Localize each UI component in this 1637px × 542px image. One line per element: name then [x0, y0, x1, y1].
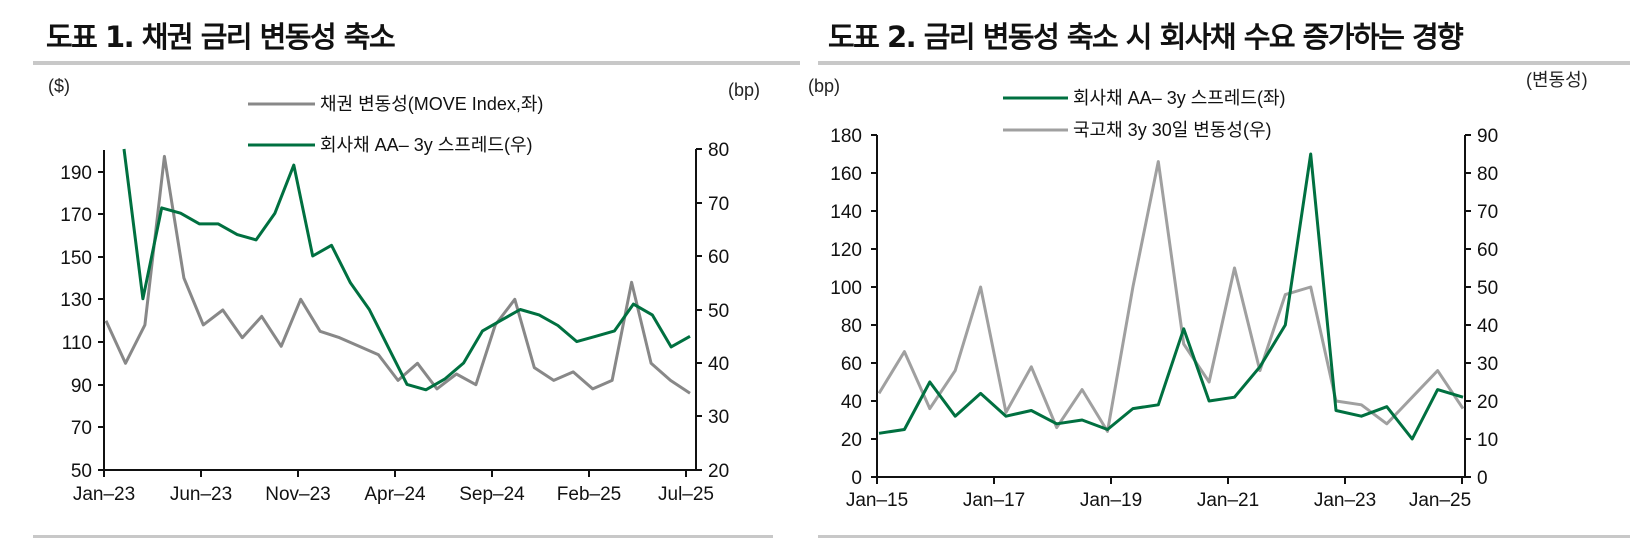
svg-text:120: 120: [830, 240, 862, 261]
svg-text:20: 20: [1477, 392, 1498, 413]
svg-text:0: 0: [851, 468, 862, 489]
svg-text:50: 50: [71, 461, 92, 482]
figure-1-legend: 채권 변동성(MOVE Index,좌) 회사채 AA– 3y 스프레드(우): [248, 94, 543, 155]
svg-text:Apr–24: Apr–24: [364, 484, 426, 505]
legend-label-ktb-volatility: 국고채 3y 30일 변동성(우): [1073, 120, 1272, 140]
svg-text:70: 70: [708, 194, 729, 215]
svg-text:150: 150: [60, 248, 92, 269]
figure-1-panel: 도표 1. 채권 금리 변동성 축소 ($) (bp) 채권 변동성(MOVE …: [0, 0, 800, 542]
svg-text:90: 90: [71, 376, 92, 397]
figure-1-right-axis: 80 70 60 50 40 30 20: [695, 140, 729, 482]
svg-text:30: 30: [708, 407, 729, 428]
svg-text:80: 80: [1477, 164, 1498, 185]
svg-text:Jun–23: Jun–23: [170, 484, 232, 505]
figure-1-title: 도표 1. 채권 금리 변동성 축소: [46, 20, 396, 54]
figure-1-corp-spread-line: [122, 148, 691, 392]
figure-2-corp-spread-line: [878, 152, 1464, 441]
figure-1-x-axis: Jan–23 Jun–23 Nov–23 Apr–24 Sep–24 Feb–2…: [73, 469, 714, 505]
svg-text:130: 130: [60, 290, 92, 311]
legend-label-move-index: 채권 변동성(MOVE Index,좌): [320, 94, 543, 114]
svg-text:Jan–23: Jan–23: [73, 484, 135, 505]
figure-2-legend: 회사채 AA– 3y 스프레드(좌) 국고채 3y 30일 변동성(우): [1003, 88, 1286, 140]
figure-1-title-divider: [33, 61, 800, 65]
svg-text:50: 50: [708, 301, 729, 322]
svg-text:100: 100: [830, 278, 862, 299]
svg-text:10: 10: [1477, 430, 1498, 451]
svg-text:Sep–24: Sep–24: [459, 484, 525, 505]
svg-text:Jan–19: Jan–19: [1080, 490, 1142, 511]
figure-2-title-divider: [818, 61, 1630, 65]
figure-2-right-axis: 90 80 70 60 50 40 30 20 10 0: [1464, 126, 1498, 489]
figure-1-left-unit: ($): [48, 76, 70, 96]
svg-text:Feb–25: Feb–25: [557, 484, 621, 505]
figure-2-left-unit: (bp): [808, 76, 840, 96]
svg-text:20: 20: [841, 430, 862, 451]
svg-text:60: 60: [1477, 240, 1498, 261]
figure-2-title: 도표 2. 금리 변동성 축소 시 회사채 수요 증가하는 경향: [828, 20, 1464, 54]
svg-text:160: 160: [830, 164, 862, 185]
svg-text:50: 50: [1477, 278, 1498, 299]
figure-1-move-index-line: [104, 154, 691, 395]
svg-text:190: 190: [60, 163, 92, 184]
figure-2-x-axis: Jan–15 Jan–17 Jan–19 Jan–21 Jan–23 Jan–2…: [846, 476, 1471, 511]
svg-text:Jan–25: Jan–25: [1409, 490, 1471, 511]
legend-label-corp-spread: 회사채 AA– 3y 스프레드(좌): [1073, 88, 1286, 108]
svg-text:Jan–21: Jan–21: [1197, 490, 1259, 511]
svg-text:40: 40: [1477, 316, 1498, 337]
svg-text:80: 80: [708, 140, 729, 161]
svg-text:170: 170: [60, 205, 92, 226]
svg-text:Jan–17: Jan–17: [963, 490, 1025, 511]
figure-2-right-unit: (변동성): [1526, 70, 1588, 90]
figure-1-bottom-divider: [33, 535, 773, 538]
svg-text:Jan–23: Jan–23: [1314, 490, 1376, 511]
svg-text:0: 0: [1477, 468, 1488, 489]
figure-2-left-axis: 180 160 140 120 100 80 60 40 20 0: [830, 126, 878, 489]
svg-text:Nov–23: Nov–23: [265, 484, 331, 505]
svg-text:20: 20: [708, 461, 729, 482]
svg-text:60: 60: [708, 247, 729, 268]
svg-text:Jul–25: Jul–25: [658, 484, 714, 505]
figure-2-ktb-volatility-line: [877, 160, 1465, 433]
svg-text:70: 70: [1477, 202, 1498, 223]
svg-text:40: 40: [708, 354, 729, 375]
svg-text:30: 30: [1477, 354, 1498, 375]
svg-text:180: 180: [830, 126, 862, 147]
figure-1-right-unit: (bp): [728, 80, 760, 100]
figure-1-left-axis: 190 170 150 130 110 90 70 50: [60, 150, 105, 482]
svg-text:80: 80: [841, 316, 862, 337]
svg-text:110: 110: [62, 333, 92, 354]
legend-label-corp-spread: 회사채 AA– 3y 스프레드(우): [320, 135, 533, 155]
svg-text:90: 90: [1477, 126, 1498, 147]
figure-2-panel: 도표 2. 금리 변동성 축소 시 회사채 수요 증가하는 경향 (bp) (변…: [808, 0, 1637, 542]
svg-text:40: 40: [841, 392, 862, 413]
figure-2-chart: (bp) (변동성) 회사채 AA– 3y 스프레드(좌) 국고채 3y 30일…: [808, 70, 1588, 511]
svg-text:70: 70: [71, 418, 92, 439]
figure-1-chart: ($) (bp) 채권 변동성(MOVE Index,좌) 회사채 AA– 3y…: [48, 76, 760, 505]
figure-2-bottom-divider: [818, 535, 1630, 538]
svg-text:60: 60: [841, 354, 862, 375]
svg-text:140: 140: [830, 202, 862, 223]
svg-text:Jan–15: Jan–15: [846, 490, 908, 511]
